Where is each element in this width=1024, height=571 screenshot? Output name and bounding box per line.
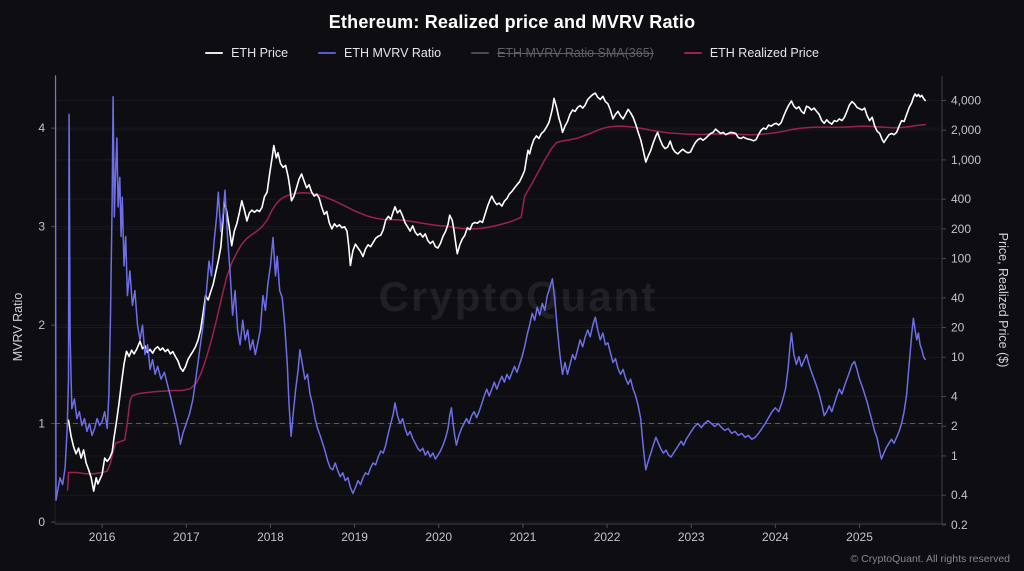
legend-label: ETH Realized Price xyxy=(709,46,819,60)
x-tick-label: 2017 xyxy=(173,530,200,544)
legend-item-eth-realized-price[interactable]: ETH Realized Price xyxy=(683,46,819,60)
x-tick-label: 2023 xyxy=(678,530,705,544)
right-tick-label: 100 xyxy=(951,252,971,266)
right-tick-label: 1,000 xyxy=(951,153,981,167)
cryptoquant-watermark: CryptoQuant xyxy=(379,273,658,320)
axes: 2016 2017 2018 2019 2020 2021 2022 2023 2024 2025… xyxy=(38,76,981,544)
copyright-notice: © CryptoQuant. All rights reserved xyxy=(850,553,1010,565)
eth-mvrv-ratio-line xyxy=(55,75,926,502)
right-tick-label: 1 xyxy=(951,449,958,463)
right-tick-label: 10 xyxy=(951,350,965,364)
eth-price-swatch-icon xyxy=(205,51,224,55)
x-tick-label: 2025 xyxy=(846,530,873,544)
x-tick-label: 2020 xyxy=(425,530,452,544)
right-tick-label: 20 xyxy=(951,321,965,335)
left-tick-label: 3 xyxy=(38,220,45,234)
eth-price-line xyxy=(67,92,927,492)
right-tick-label: 2,000 xyxy=(951,123,981,137)
x-tick-label: 2024 xyxy=(762,530,789,544)
legend-label: ETH MVRV Ratio SMA(365) xyxy=(497,46,654,60)
eth-realized-swatch-icon xyxy=(683,51,702,55)
right-tick-label: 4 xyxy=(951,390,958,404)
right-tick-label: 2 xyxy=(951,419,958,433)
legend-item-eth-price[interactable]: ETH Price xyxy=(205,46,288,60)
left-axis-title: MVRV Ratio xyxy=(11,293,25,362)
x-tick-label: 2016 xyxy=(89,530,116,544)
x-tick-label: 2018 xyxy=(257,530,284,544)
right-tick-label: 0.4 xyxy=(951,488,968,502)
right-axis-title: Price, Realized Price ($) xyxy=(996,233,1010,368)
legend-label: ETH MVRV Ratio xyxy=(344,46,442,60)
x-tick-label: 2022 xyxy=(594,530,621,544)
right-tick-label: 4,000 xyxy=(951,93,981,107)
eth-mvrv-sma-swatch-icon xyxy=(471,51,490,55)
right-tick-label: 40 xyxy=(951,291,965,305)
series-group xyxy=(55,75,927,502)
legend-item-eth-mvrv-ratio[interactable]: ETH MVRV Ratio xyxy=(318,46,441,60)
left-tick-label: 0 xyxy=(38,515,45,529)
right-tick-label: 400 xyxy=(951,192,971,206)
eth-realized-price-line xyxy=(66,123,926,491)
right-tick-label: 200 xyxy=(951,222,971,236)
left-tick-label: 1 xyxy=(38,417,45,431)
x-tick-label: 2019 xyxy=(341,530,368,544)
chart-title: Ethereum: Realized price and MVRV Ratio xyxy=(328,12,696,32)
legend: ETH Price ETH MVRV Ratio ETH MVRV Ratio … xyxy=(0,46,1024,60)
legend-item-eth-mvrv-sma[interactable]: ETH MVRV Ratio SMA(365) xyxy=(471,46,654,60)
legend-label: ETH Price xyxy=(231,46,289,60)
x-tick-label: 2021 xyxy=(510,530,537,544)
right-tick-label: 0.2 xyxy=(951,518,968,532)
left-tick-label: 4 xyxy=(38,121,45,135)
left-tick-label: 2 xyxy=(38,318,45,332)
eth-mvrv-swatch-icon xyxy=(318,51,337,55)
